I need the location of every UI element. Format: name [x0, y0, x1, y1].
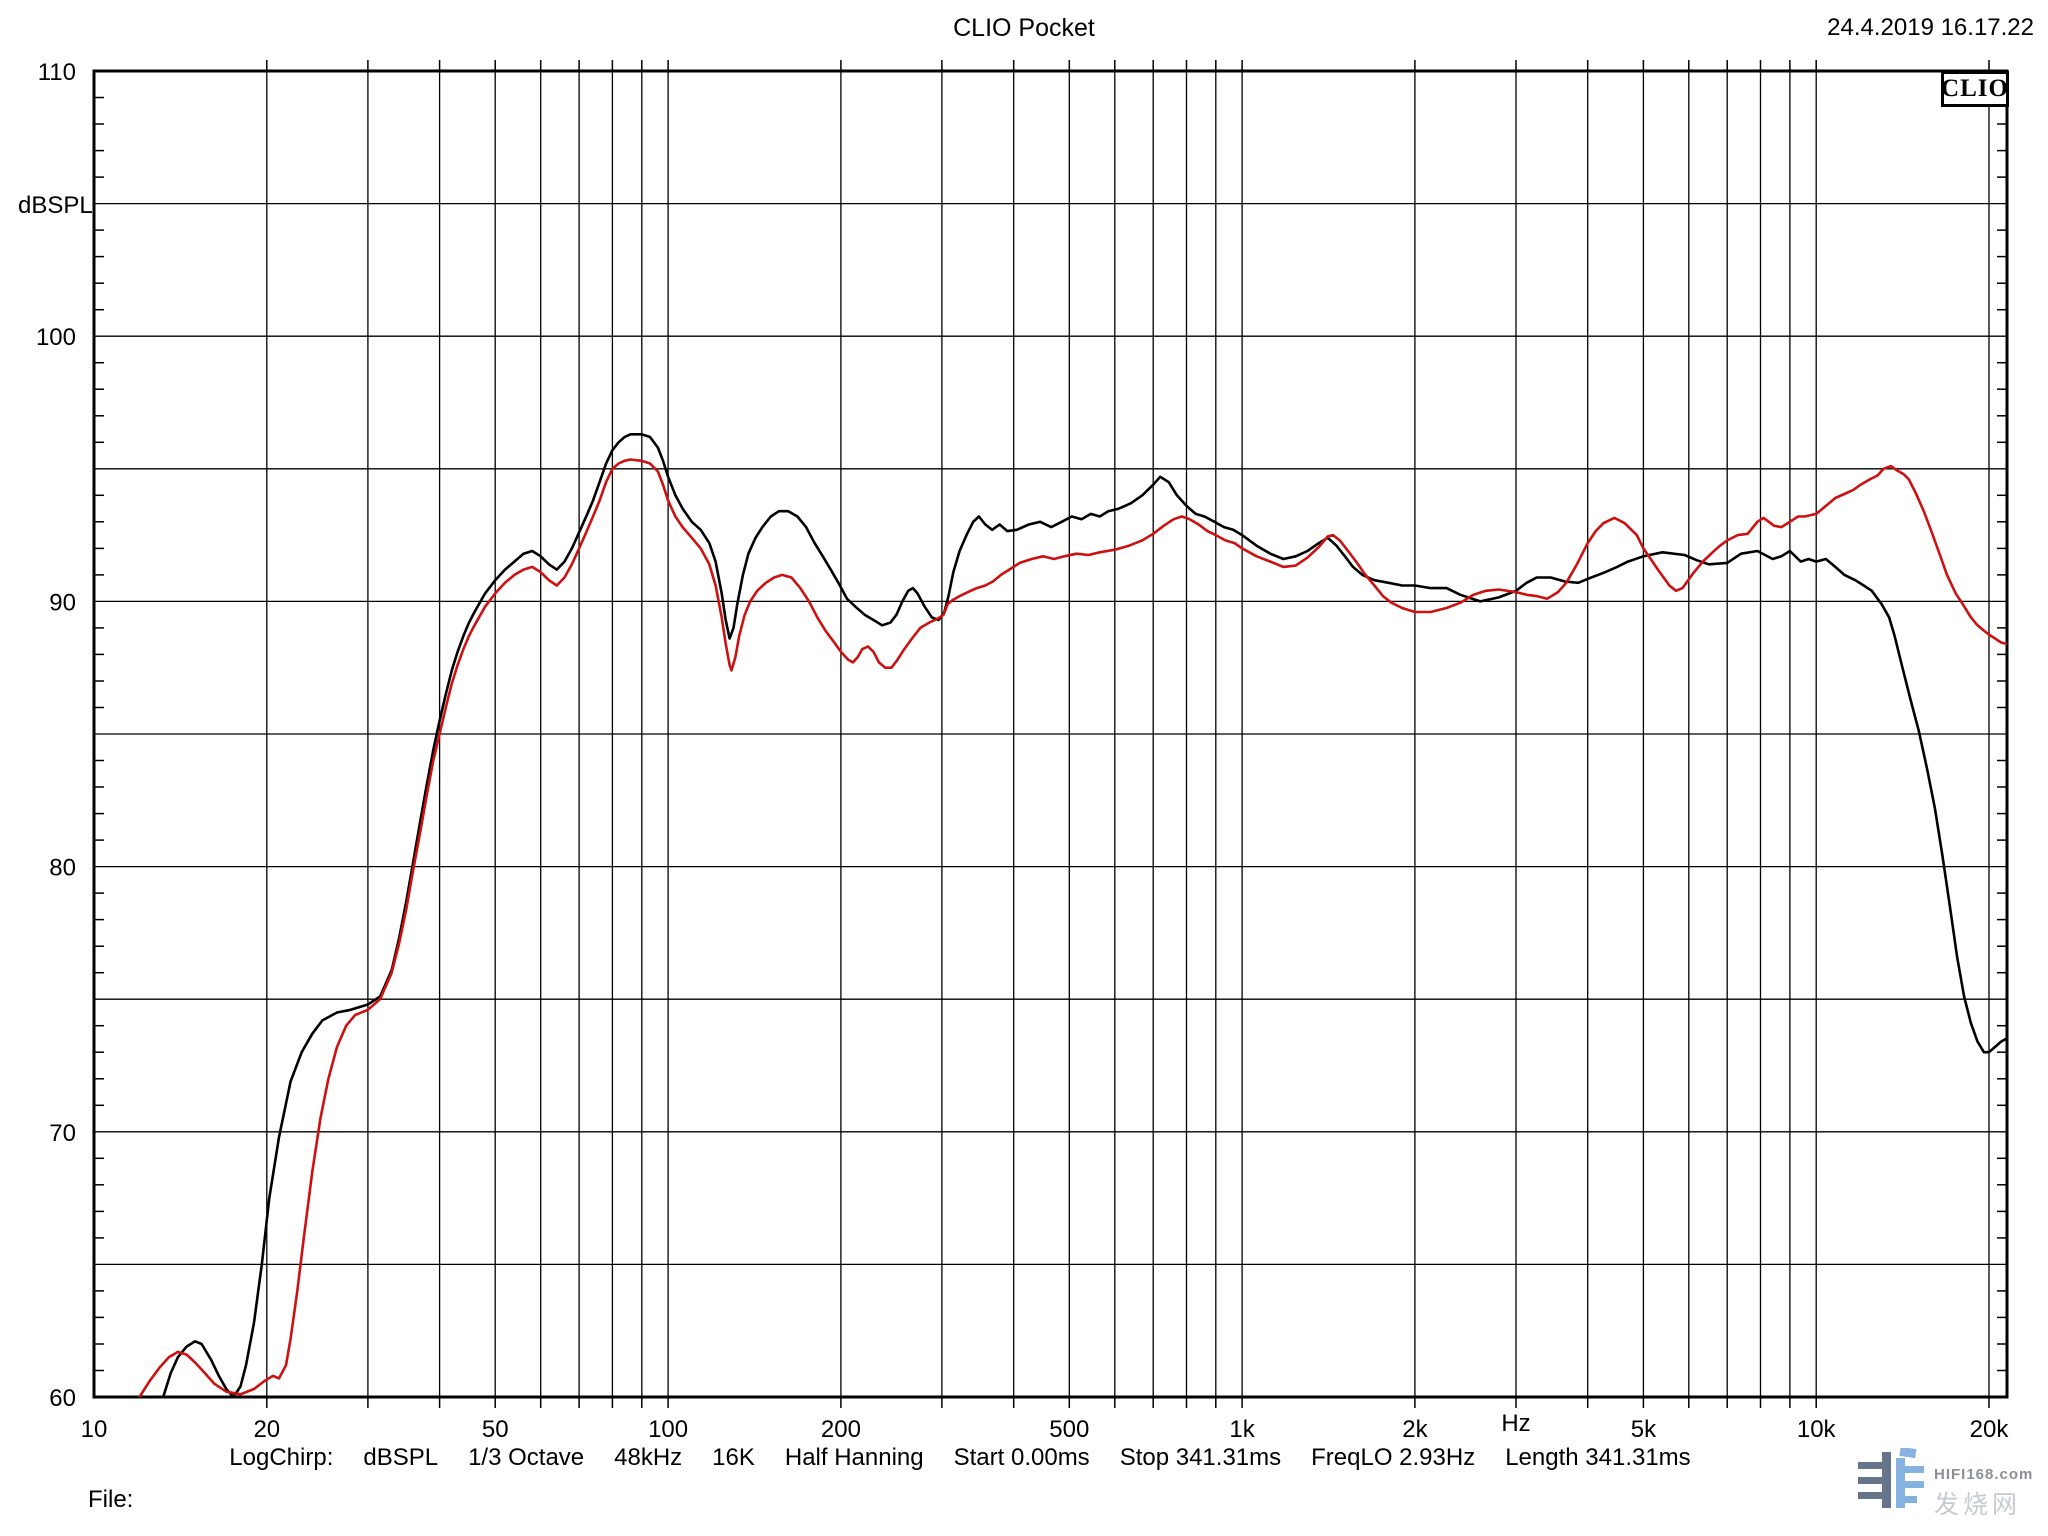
svg-text:100: 100 [648, 1416, 688, 1443]
page-title: CLIO Pocket [953, 14, 1095, 42]
svg-text:50: 50 [482, 1416, 509, 1443]
svg-text:500: 500 [1049, 1416, 1089, 1443]
x-axis-unit-label: Hz [1501, 1410, 1531, 1437]
svg-text:80: 80 [49, 855, 76, 882]
svg-text:110: 110 [38, 59, 76, 86]
setting-length: Length 341.31ms [1505, 1444, 1691, 1471]
setting-samplerate: 48kHz [614, 1444, 683, 1471]
svg-text:10k: 10k [1797, 1416, 1837, 1443]
setting-method: LogChirp: [229, 1444, 334, 1471]
svg-text:1k: 1k [1229, 1416, 1255, 1443]
hifi168-logo-icon [1858, 1448, 1924, 1508]
svg-text:20k: 20k [1970, 1416, 2010, 1443]
svg-text:70: 70 [49, 1120, 76, 1147]
svg-text:10: 10 [81, 1416, 108, 1443]
y-axis-unit-label: dBSPL [18, 192, 93, 219]
watermark: HIFI168.com 发烧网 [1856, 1448, 2033, 1521]
svg-text:90: 90 [49, 589, 76, 616]
measurement-settings-bar: LogChirp: dBSPL 1/3 Octave 48kHz 16K Hal… [0, 1444, 1920, 1472]
setting-smoothing: 1/3 Octave [468, 1444, 585, 1471]
setting-start: Start 0.00ms [953, 1444, 1090, 1471]
setting-window: Half Hanning [784, 1444, 924, 1471]
svg-text:20: 20 [253, 1416, 280, 1443]
watermark-text: HIFI168.com 发烧网 [1934, 1448, 2033, 1521]
setting-stop: Stop 341.31ms [1119, 1444, 1282, 1471]
svg-text:100: 100 [36, 324, 76, 351]
svg-text:200: 200 [821, 1416, 861, 1443]
watermark-site: HIFI168.com [1934, 1466, 2034, 1483]
clio-logo: CLIO [1941, 71, 2009, 107]
svg-text:2k: 2k [1402, 1416, 1428, 1443]
setting-freqlo: FreqLO 2.93Hz [1311, 1444, 1476, 1471]
svg-text:60: 60 [49, 1385, 76, 1412]
file-label: File: [88, 1486, 134, 1513]
timestamp: 24.4.2019 16.17.22 [1827, 14, 2034, 41]
clio-logo-text: CLIO [1941, 75, 2009, 102]
watermark-name: 发烧网 [1934, 1491, 2022, 1519]
setting-unit: dBSPL [363, 1444, 439, 1471]
setting-fftsize: 16K [712, 1444, 755, 1471]
svg-text:5k: 5k [1631, 1416, 1657, 1443]
